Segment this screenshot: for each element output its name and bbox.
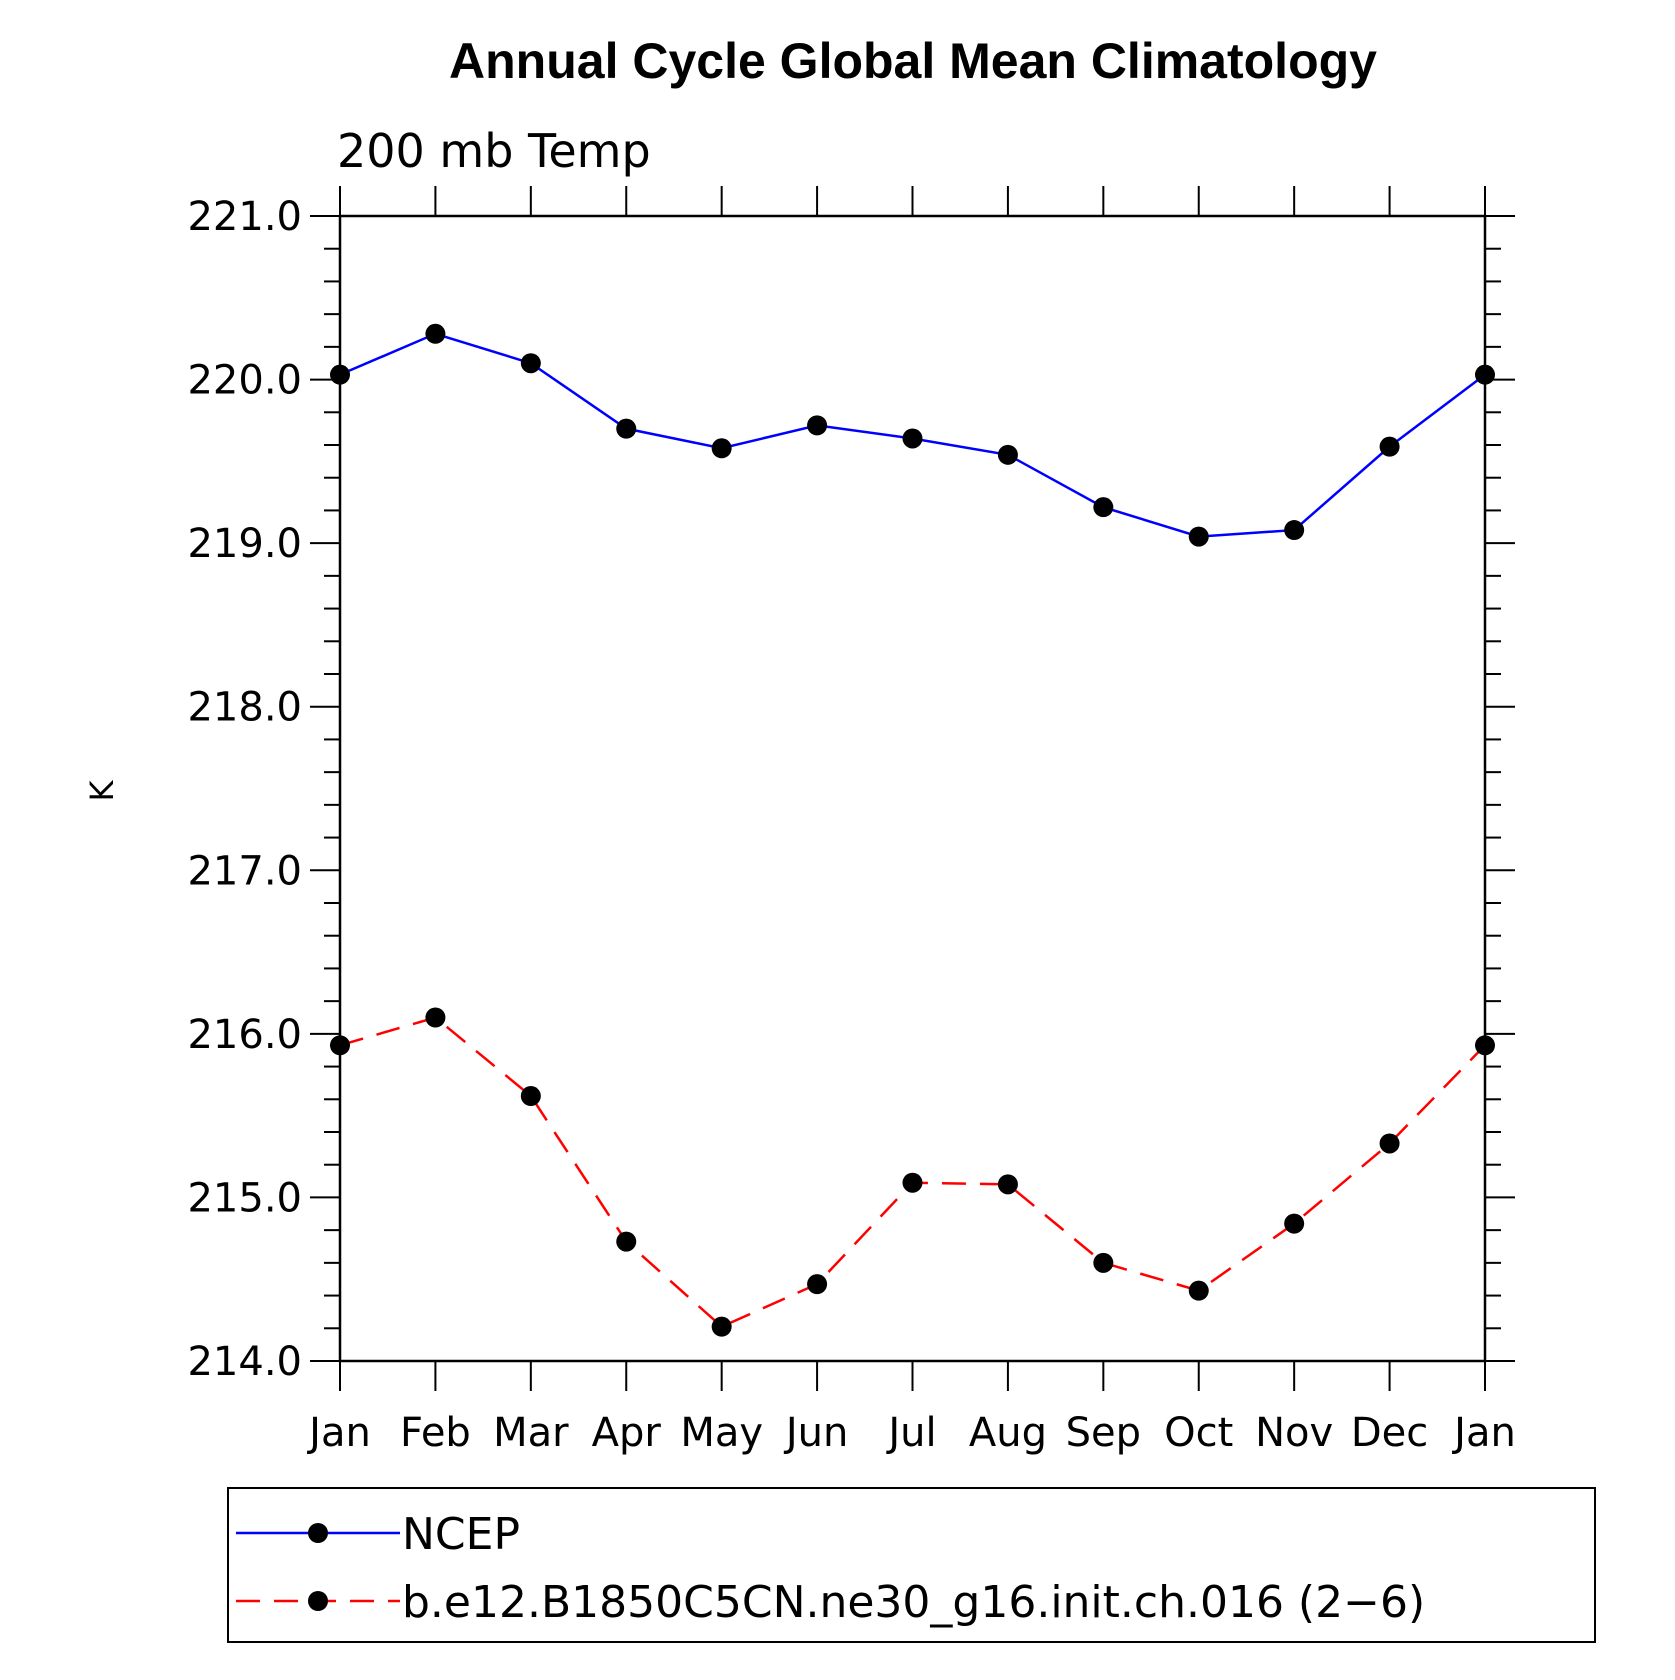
- y-tick-label: 216.0: [187, 1012, 302, 1058]
- data-point: [807, 1274, 828, 1295]
- data-point: [1188, 526, 1209, 547]
- data-point: [1379, 436, 1400, 457]
- y-axis-label: K: [83, 779, 121, 801]
- data-point: [1093, 1252, 1114, 1273]
- y-tick-label: 214.0: [187, 1339, 302, 1385]
- data-point: [330, 1035, 350, 1056]
- data-point: [616, 1231, 637, 1252]
- x-tick-label: Jun: [783, 1410, 849, 1456]
- data-point: [711, 438, 732, 459]
- x-tick-label: Oct: [1164, 1410, 1233, 1456]
- data-point: [807, 415, 828, 436]
- data-point: [425, 323, 446, 344]
- x-tick-label: Jul: [885, 1410, 936, 1456]
- data-point: [520, 1086, 541, 1107]
- x-tick-label: Sep: [1066, 1410, 1141, 1456]
- series-line: [339, 1016, 1486, 1329]
- data-point: [1475, 364, 1495, 385]
- legend-marker: [308, 1591, 328, 1611]
- legend-box: [227, 1487, 1596, 1643]
- x-tick-label: Aug: [969, 1410, 1047, 1456]
- x-tick-label: Dec: [1351, 1410, 1428, 1456]
- data-point: [1188, 1280, 1209, 1301]
- legend-label: NCEP: [402, 1509, 520, 1560]
- x-tick-label: Apr: [592, 1410, 662, 1456]
- x-tick-label: Nov: [1255, 1410, 1333, 1456]
- y-tick-label: 219.0: [187, 521, 302, 567]
- legend-item: b.e12.B1850C5CN.ne30_g16.init.ch.016 (2−…: [236, 1577, 1425, 1628]
- series-2: [330, 1007, 1495, 1337]
- data-point: [330, 364, 350, 385]
- data-point: [1093, 497, 1114, 518]
- data-point: [997, 444, 1018, 465]
- data-point: [902, 1172, 923, 1193]
- chart-subtitle: 200 mb Temp: [337, 124, 651, 178]
- y-tick-label: 220.0: [187, 358, 302, 404]
- data-point: [1284, 520, 1305, 541]
- data-point: [425, 1007, 446, 1028]
- legend-item: NCEP: [236, 1509, 520, 1560]
- y-tick-label: 218.0: [187, 685, 302, 731]
- data-point: [1379, 1133, 1400, 1154]
- data-point: [902, 428, 923, 449]
- y-tick-label: 221.0: [187, 194, 302, 240]
- legend: NCEP b.e12.B1850C5CN.ne30_g16.init.ch.016…: [227, 1487, 1596, 1643]
- series-layer: [330, 323, 1495, 1337]
- legend-marker: [308, 1523, 328, 1543]
- y-tick-label: 215.0: [187, 1175, 302, 1221]
- data-point: [616, 418, 637, 439]
- x-tick-label: Jan: [1451, 1410, 1516, 1456]
- x-tick-label: Mar: [493, 1410, 569, 1456]
- series-1: [330, 323, 1495, 547]
- data-point: [520, 353, 541, 374]
- x-tick-label: Feb: [400, 1410, 471, 1456]
- y-tick-label: 217.0: [187, 848, 302, 894]
- x-tick-label: May: [680, 1410, 763, 1456]
- data-point: [1284, 1213, 1305, 1234]
- data-point: [711, 1316, 732, 1337]
- chart-title: Annual Cycle Global Mean Climatology: [449, 33, 1377, 89]
- legend-label: b.e12.B1850C5CN.ne30_g16.init.ch.016 (2−…: [402, 1577, 1425, 1628]
- data-point: [997, 1174, 1018, 1195]
- axes: 214.0 215.0 216.0 217.0 218.0 219.0 220.0 221.0…: [187, 186, 1516, 1456]
- data-point: [1475, 1035, 1495, 1056]
- x-tick-label: Jan: [306, 1410, 371, 1456]
